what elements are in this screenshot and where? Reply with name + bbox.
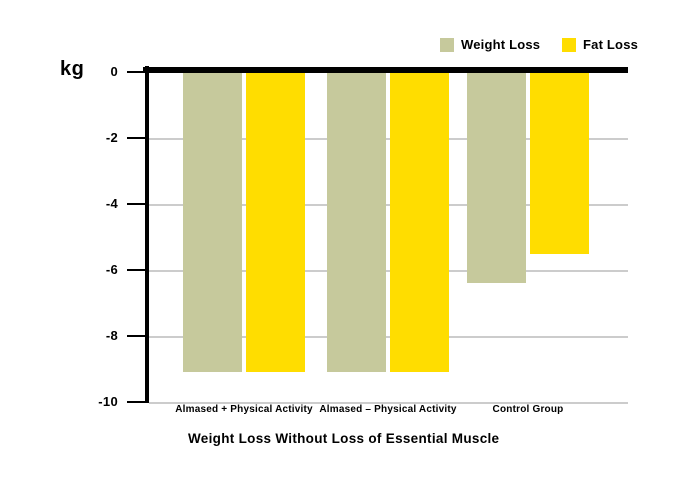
gridline [149, 336, 628, 338]
y-tick-mark [127, 203, 145, 205]
y-tick-mark [127, 335, 145, 337]
y-tick-mark [127, 137, 145, 139]
y-tick-label: -10 [98, 394, 118, 409]
bar-fat-loss [246, 73, 305, 373]
y-tick-label: -2 [105, 130, 118, 145]
bar-weight-loss [327, 73, 386, 373]
legend-label: Weight Loss [461, 37, 541, 52]
legend-item: Fat Loss [562, 37, 638, 52]
legend-swatch-icon [440, 37, 454, 52]
y-tick-label: -4 [105, 196, 118, 211]
y-axis-line [145, 66, 149, 403]
gridline [149, 402, 628, 404]
y-tick-mark [127, 401, 145, 403]
legend-swatch-icon [562, 37, 576, 52]
bar-fat-loss [530, 73, 589, 254]
gridline [149, 138, 628, 140]
gridline [149, 204, 628, 206]
bar-fat-loss [390, 73, 449, 373]
zero-baseline [143, 67, 628, 73]
x-category-label: Control Group [492, 404, 564, 415]
y-tick-label: 0 [110, 64, 118, 79]
y-tick-mark [127, 71, 145, 73]
x-category-label: Almased – Physical Activity [319, 404, 457, 415]
x-axis-title: Weight Loss Without Loss of Essential Mu… [188, 431, 500, 446]
bar-weight-loss [467, 73, 526, 284]
y-axis-unit-label: kg [60, 58, 85, 80]
y-tick-mark [127, 269, 145, 271]
legend-item: Weight Loss [440, 37, 540, 52]
gridline [149, 270, 628, 272]
legend-label: Fat Loss [583, 37, 639, 52]
x-category-label: Almased + Physical Activity [175, 404, 313, 415]
bar-weight-loss [183, 73, 242, 373]
y-tick-label: -6 [105, 262, 118, 277]
y-tick-label: -8 [105, 328, 118, 343]
